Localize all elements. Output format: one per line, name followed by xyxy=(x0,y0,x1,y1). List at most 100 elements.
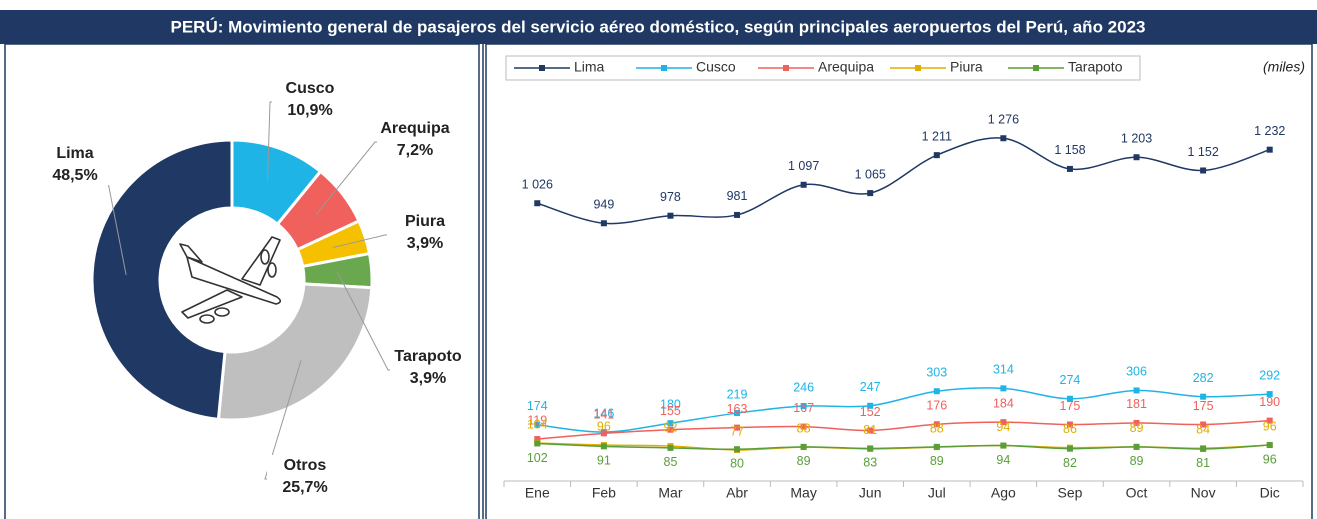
data-label: 1 026 xyxy=(522,178,553,192)
point-marker xyxy=(1000,442,1007,449)
slice-value: 10,9% xyxy=(287,102,332,119)
data-label: 96 xyxy=(1263,452,1277,466)
point-marker xyxy=(1133,387,1140,394)
data-label: 104 xyxy=(527,417,548,431)
point-marker xyxy=(1133,154,1140,161)
left-panel xyxy=(4,43,480,519)
point-marker xyxy=(667,426,674,433)
point-marker xyxy=(1000,135,1007,142)
data-label: 1 211 xyxy=(922,129,952,143)
point-marker xyxy=(534,421,541,428)
point-marker xyxy=(1200,393,1207,400)
point-marker xyxy=(1066,445,1073,452)
data-label: 1 097 xyxy=(788,159,819,173)
data-label: 94 xyxy=(996,453,1010,467)
series-line xyxy=(537,442,1270,450)
data-label: 292 xyxy=(1259,368,1280,382)
point-marker xyxy=(1000,419,1007,426)
unit-annotation: (miles) xyxy=(1263,59,1305,75)
data-label: 1 152 xyxy=(1187,145,1218,159)
x-tick-label: Mar xyxy=(658,485,682,501)
data-label: 92 xyxy=(664,420,678,434)
data-label: 81 xyxy=(863,423,877,437)
point-marker xyxy=(933,443,940,450)
data-label: 94 xyxy=(996,420,1010,434)
data-label: 184 xyxy=(993,396,1014,410)
x-tick-label: Abr xyxy=(726,485,748,501)
data-label: 306 xyxy=(1126,365,1147,379)
point-marker xyxy=(734,410,741,417)
slice-label: Lima xyxy=(56,145,93,162)
donut-slice xyxy=(216,282,374,422)
x-tick-label: Feb xyxy=(592,485,616,501)
data-label: 89 xyxy=(1130,454,1144,468)
label-bg xyxy=(390,346,466,388)
point-marker xyxy=(534,436,541,443)
series-line xyxy=(537,387,1270,433)
x-tick-label: Sep xyxy=(1057,485,1082,501)
point-marker xyxy=(734,424,741,431)
legend-label: Lima xyxy=(574,59,605,75)
point-marker xyxy=(734,446,741,453)
x-tick-label: Ene xyxy=(525,485,550,501)
data-label: 303 xyxy=(926,366,947,380)
point-marker xyxy=(734,211,741,218)
title: PERÚ: Movimiento general de pasajeros de… xyxy=(171,17,1146,36)
data-label: 274 xyxy=(1060,373,1081,387)
data-label: 1 276 xyxy=(988,113,1019,127)
point-marker xyxy=(800,403,807,410)
point-marker xyxy=(1133,443,1140,450)
data-label: 82 xyxy=(1063,456,1077,470)
data-label: 314 xyxy=(993,363,1014,377)
point-marker xyxy=(667,420,674,427)
data-label: 1 158 xyxy=(1054,143,1085,157)
point-marker xyxy=(867,445,874,452)
data-label: 88 xyxy=(797,421,811,435)
x-tick-label: Dic xyxy=(1260,485,1280,501)
data-label: 88 xyxy=(930,421,944,435)
data-label: 102 xyxy=(527,451,548,465)
point-marker xyxy=(1000,385,1007,392)
label-bg xyxy=(377,118,453,160)
series-line xyxy=(537,419,1270,440)
right-panel xyxy=(485,43,1313,519)
data-label: 155 xyxy=(660,404,681,418)
slice-value: 25,7% xyxy=(282,479,327,496)
data-label: 80 xyxy=(730,456,744,470)
point-marker xyxy=(1266,417,1273,424)
legend-marker xyxy=(783,65,789,71)
data-label: 978 xyxy=(660,190,681,204)
x-tick-label: Ago xyxy=(991,485,1016,501)
data-label: 1 232 xyxy=(1254,124,1285,138)
label-bg xyxy=(272,78,348,120)
data-label: 96 xyxy=(597,419,611,433)
data-label: 246 xyxy=(793,380,814,394)
label-bg xyxy=(37,143,113,185)
slice-label: Cusco xyxy=(286,80,335,97)
data-label: 91 xyxy=(597,454,611,468)
x-tick-label: Jul xyxy=(928,485,946,501)
legend-marker xyxy=(1033,65,1039,71)
point-marker xyxy=(667,444,674,451)
slice-value: 7,2% xyxy=(397,142,433,159)
data-label: 176 xyxy=(926,399,947,413)
data-label: 949 xyxy=(593,198,614,212)
slice-label: Otros xyxy=(284,457,327,474)
legend-label: Arequipa xyxy=(818,59,874,75)
data-label: 141 xyxy=(593,408,614,422)
data-label: 180 xyxy=(660,397,681,411)
data-label: 167 xyxy=(793,401,814,415)
point-marker xyxy=(800,423,807,430)
point-marker xyxy=(1200,421,1207,428)
data-label: 175 xyxy=(1060,399,1081,413)
data-label: 83 xyxy=(863,456,877,470)
point-marker xyxy=(800,443,807,450)
data-label: 146 xyxy=(593,406,614,420)
point-marker xyxy=(933,152,940,159)
title-bar xyxy=(0,10,1317,44)
series-line xyxy=(537,442,1270,451)
point-marker xyxy=(534,200,541,207)
x-tick-label: May xyxy=(790,485,816,501)
x-tick-label: Jun xyxy=(859,485,882,501)
point-marker xyxy=(1266,146,1273,153)
